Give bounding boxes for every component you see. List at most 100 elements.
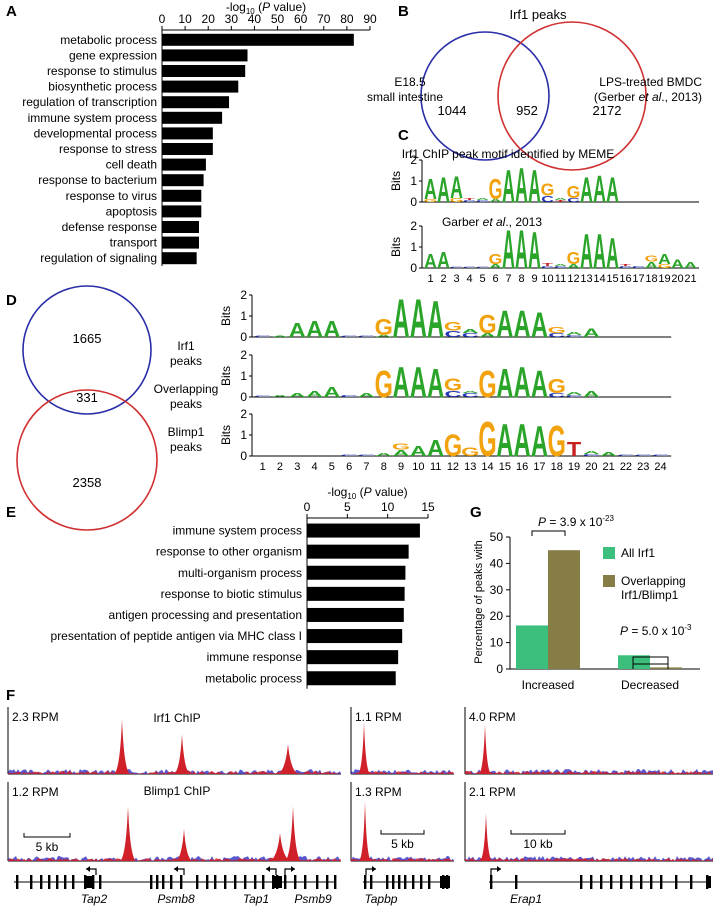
logo-letter: A bbox=[496, 362, 513, 407]
panel-letter-a: A bbox=[6, 3, 17, 20]
x-tick-label: 4 bbox=[466, 273, 472, 285]
p-value-text: = 5.0 x 10 bbox=[628, 624, 685, 638]
bar bbox=[162, 205, 202, 218]
x-tick-label: 21 bbox=[603, 461, 615, 473]
rpm-scale-label: 4.0 RPM bbox=[469, 710, 516, 724]
venn-d-overlap-label-1: Overlapping bbox=[154, 382, 219, 396]
coverage-noise-red bbox=[351, 771, 454, 774]
category-label: transport bbox=[110, 236, 158, 250]
x-tick-label: 8 bbox=[381, 461, 387, 473]
exon bbox=[650, 875, 653, 889]
rpm-scale-label: 2.3 RPM bbox=[12, 710, 59, 724]
exon bbox=[630, 875, 633, 889]
x-tick-label: 23 bbox=[637, 461, 649, 473]
x-axis-title-text: ( bbox=[356, 485, 363, 499]
x-tick-label: 18 bbox=[551, 461, 563, 473]
y-tick-label: 2 bbox=[410, 153, 417, 167]
x-tick-label: 10 bbox=[412, 461, 424, 473]
bar bbox=[307, 544, 409, 559]
logo-letter: A bbox=[410, 288, 427, 349]
peak bbox=[480, 813, 492, 861]
logo-letter: A bbox=[410, 358, 427, 407]
logo-letter: A bbox=[450, 171, 463, 206]
category-label: immune system process bbox=[173, 524, 302, 538]
x-tick-label: 10 bbox=[178, 12, 192, 26]
x-tick-label: 11 bbox=[430, 461, 441, 473]
logo-letter: A bbox=[566, 331, 583, 336]
logo-letter: G bbox=[658, 263, 672, 270]
logo-letter: C bbox=[583, 453, 600, 456]
gene-label: Erap1 bbox=[510, 892, 542, 906]
tss-arrowhead bbox=[497, 866, 501, 872]
x-tick-label: 15 bbox=[499, 461, 511, 473]
logo-letter: C bbox=[566, 334, 583, 337]
x-tick-label: 10 bbox=[541, 273, 553, 285]
logo-letter: G bbox=[478, 363, 496, 405]
category-label: response to biotic stimulus bbox=[161, 587, 302, 601]
y-tick-label: 2 bbox=[410, 219, 417, 233]
x-tick-label: 0 bbox=[159, 12, 166, 26]
venn-b-right-count: 2172 bbox=[593, 103, 622, 118]
venn-b-right-label-2: (Gerber et al., 2013) bbox=[594, 90, 702, 104]
logo-letter: A bbox=[306, 389, 323, 399]
gene-label: Tap2 bbox=[81, 892, 108, 906]
logo-letter: A bbox=[515, 158, 528, 213]
exon bbox=[580, 875, 583, 889]
logo-letter: A bbox=[554, 197, 567, 200]
x-tick-label: 22 bbox=[620, 461, 632, 473]
bar bbox=[307, 565, 406, 580]
scale-bar-label: 5 kb bbox=[391, 837, 414, 851]
tss-arrowhead bbox=[372, 866, 376, 872]
exon bbox=[364, 875, 367, 889]
y-tick-label: 1 bbox=[240, 309, 247, 323]
category-label: apoptosis bbox=[106, 204, 157, 218]
logo-letter: A bbox=[606, 170, 619, 209]
x-tick-label: 70 bbox=[317, 12, 331, 26]
bar bbox=[548, 550, 580, 669]
logo-letter: A bbox=[427, 362, 444, 407]
significance-bracket bbox=[531, 530, 566, 536]
peak bbox=[176, 829, 192, 861]
venn-b-right-circle bbox=[497, 21, 647, 171]
logo-letter: C bbox=[463, 199, 476, 202]
bar bbox=[162, 65, 246, 77]
logo-letter: C bbox=[450, 267, 463, 269]
category-label: developmental process bbox=[34, 126, 157, 140]
logo-letter: C bbox=[341, 394, 358, 397]
category-label: response to stress bbox=[59, 142, 157, 156]
logo-letter: C bbox=[554, 265, 567, 268]
logo-letter: G bbox=[478, 311, 496, 339]
significance-bracket bbox=[632, 656, 669, 664]
exon bbox=[398, 875, 401, 889]
exon bbox=[234, 875, 237, 889]
bar bbox=[307, 671, 396, 686]
logo-letter: G bbox=[489, 173, 503, 206]
logo-letter: A bbox=[600, 451, 617, 457]
logo-letter: A bbox=[593, 224, 606, 279]
bar bbox=[307, 629, 403, 644]
x-tick-label: 9 bbox=[398, 461, 404, 473]
peak bbox=[278, 744, 298, 774]
logo-letter: T bbox=[542, 262, 553, 267]
y-axis-title: Percentage of peaks with bbox=[473, 540, 485, 664]
venn-d-blimp1-label-1: Blimp1 bbox=[168, 425, 205, 439]
x-tick-label: 16 bbox=[619, 273, 631, 285]
exon bbox=[334, 875, 337, 889]
exon bbox=[675, 875, 678, 889]
exon bbox=[64, 875, 67, 889]
exon bbox=[206, 875, 209, 889]
venn-d-blimp1-label-2: peaks bbox=[170, 440, 202, 454]
x-tick-label: 30 bbox=[225, 12, 239, 26]
logo-letter: C bbox=[341, 336, 358, 338]
x-tick-label: 12 bbox=[567, 273, 579, 285]
peak bbox=[174, 734, 190, 774]
x-tick-label: 5 bbox=[329, 461, 335, 473]
logo-letter: A bbox=[528, 161, 541, 213]
bar bbox=[618, 655, 650, 669]
gene-label: Tap1 bbox=[243, 892, 269, 906]
category-label: response to stimulus bbox=[47, 64, 157, 78]
logo-letter: A bbox=[306, 316, 323, 342]
exon bbox=[294, 875, 297, 889]
logo-letter: G bbox=[548, 417, 566, 466]
